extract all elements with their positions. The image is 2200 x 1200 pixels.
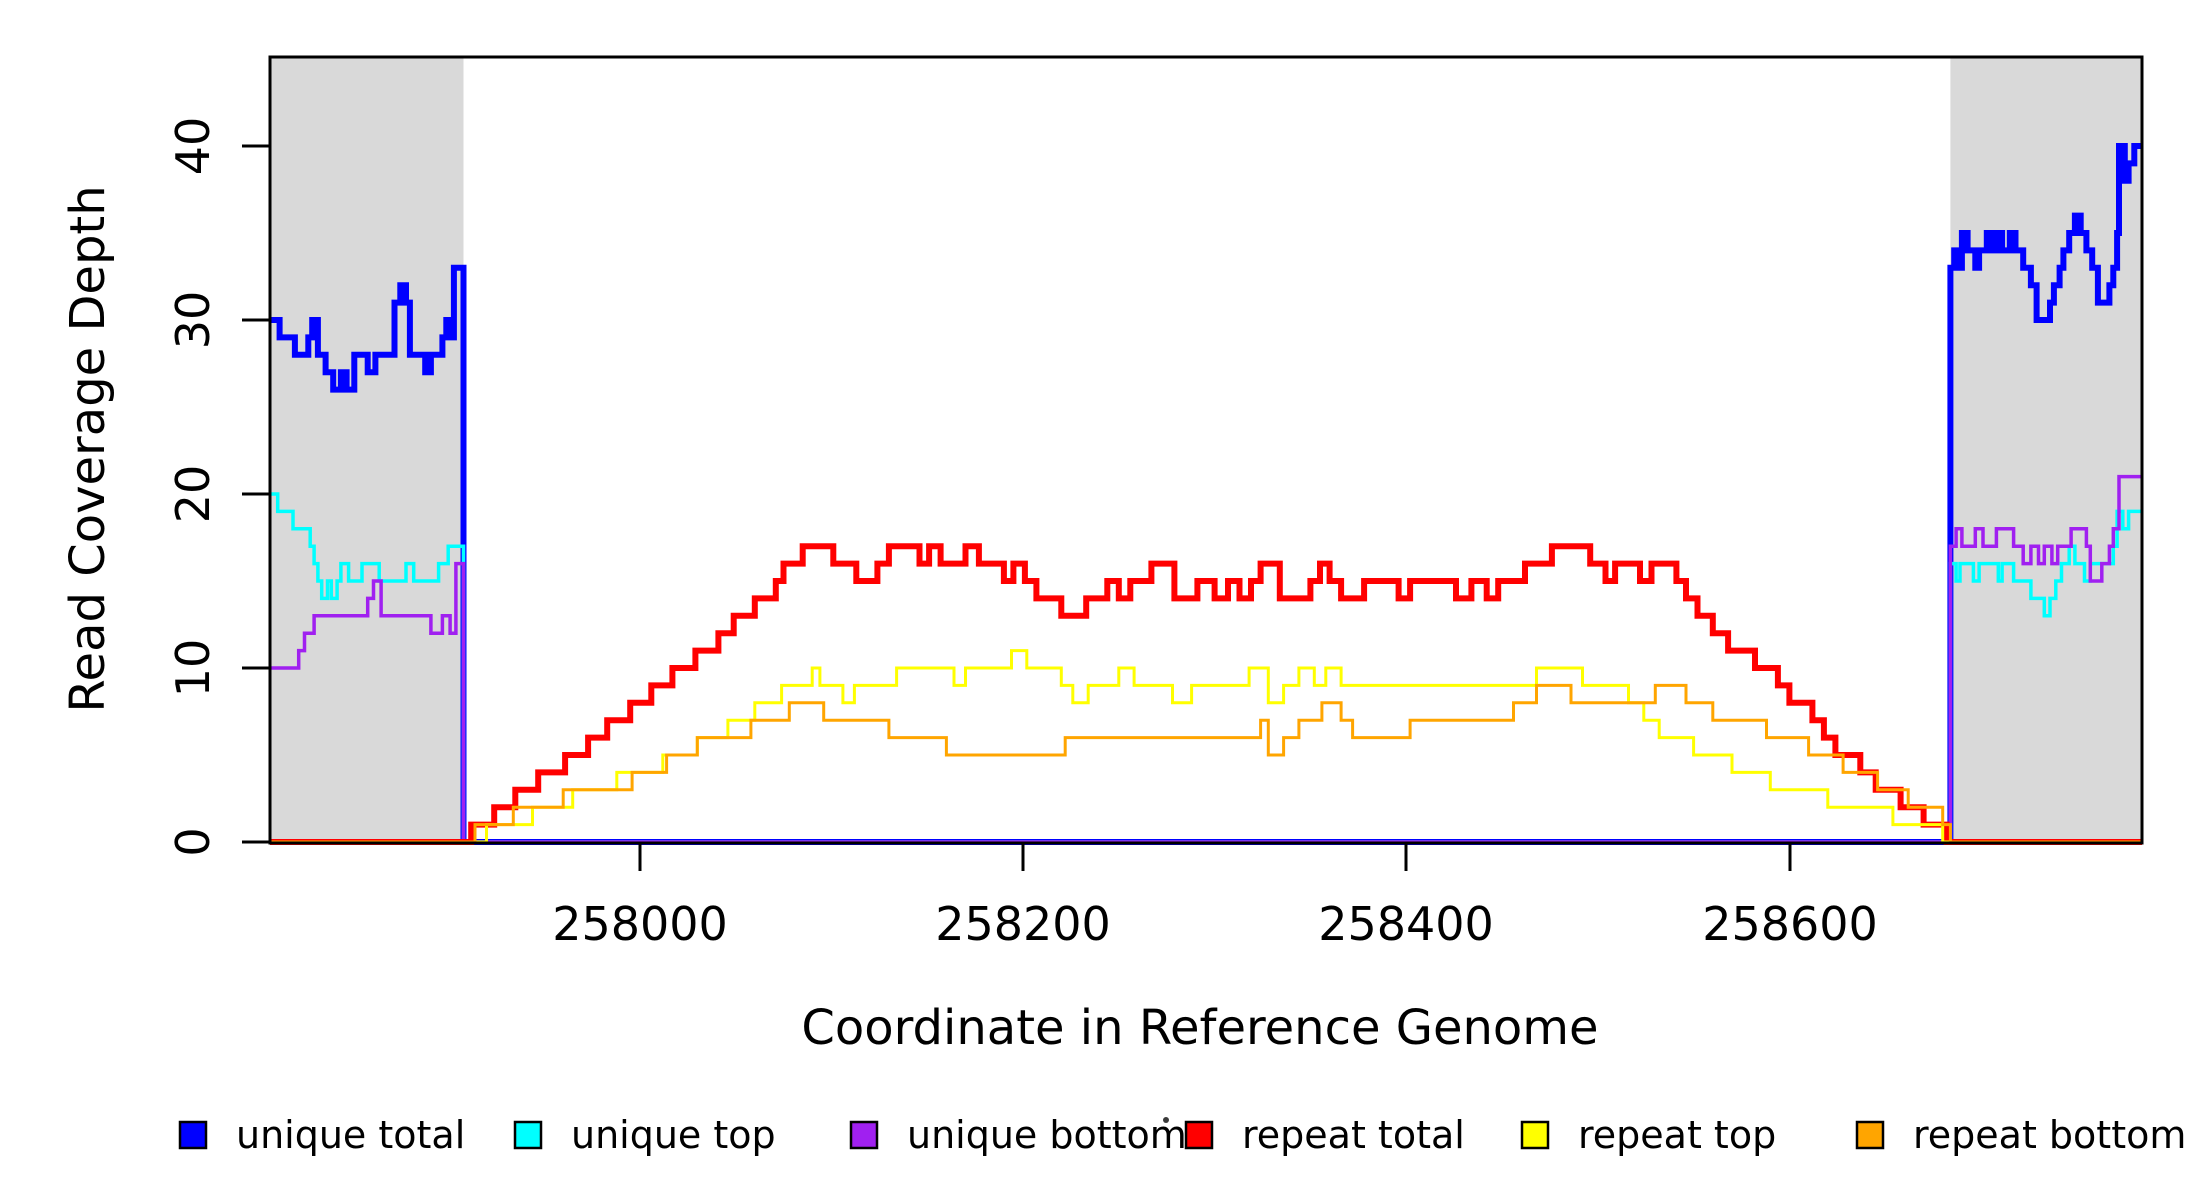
legend-label-unique-top: unique top: [571, 1113, 776, 1157]
x-tick-label: 258600: [1702, 897, 1878, 951]
shaded-regions: [270, 57, 2142, 843]
legend-swatch-unique-bottom: [849, 1120, 879, 1150]
legend-label-unique-total: unique total: [236, 1113, 465, 1157]
plot-box: [268, 55, 2144, 845]
legend-swatch-repeat-top: [1520, 1120, 1550, 1150]
series-repeat-top: [270, 649, 2142, 844]
series-unique-total: [270, 143, 2142, 845]
y-tick-label: 10: [166, 639, 220, 698]
legend-label-repeat-top: repeat top: [1578, 1113, 1776, 1157]
legend-label-repeat-total: repeat total: [1242, 1113, 1465, 1157]
series-unique-top: [270, 492, 2142, 844]
x-tick-label: 258400: [1318, 897, 1494, 951]
series-layer: [270, 143, 2142, 845]
shaded-region: [1950, 57, 2142, 843]
legend-swatch-repeat-bottom: [1855, 1120, 1885, 1150]
y-tick-label: 0: [166, 827, 220, 856]
legend-label-repeat-bottom: repeat bottom: [1913, 1113, 2186, 1157]
legend: unique total unique top unique bottom re…: [178, 1113, 2186, 1157]
axis-ticks: [242, 144, 1792, 871]
x-axis-title: Coordinate in Reference Genome: [801, 1000, 1598, 1056]
y-tick-label: 20: [166, 465, 220, 524]
y-tick-label: 30: [166, 291, 220, 350]
legend-swatch-unique-top: [513, 1120, 543, 1150]
series-repeat-bottom: [270, 683, 2142, 844]
legend-swatch-unique-total: [178, 1120, 208, 1150]
series-repeat-total: [270, 543, 2142, 845]
shaded-region: [270, 57, 464, 843]
x-tick-label: 258200: [935, 897, 1111, 951]
y-tick-label: 40: [166, 117, 220, 176]
y-axis-title: Read Coverage Depth: [60, 185, 116, 712]
legend-label-unique-bottom: unique bottom: [907, 1113, 1187, 1157]
stray-dot: [1163, 1117, 1169, 1123]
series-unique-bottom: [270, 474, 2142, 844]
legend-swatch-repeat-total: [1184, 1120, 1214, 1150]
x-tick-label: 258000: [552, 897, 728, 951]
